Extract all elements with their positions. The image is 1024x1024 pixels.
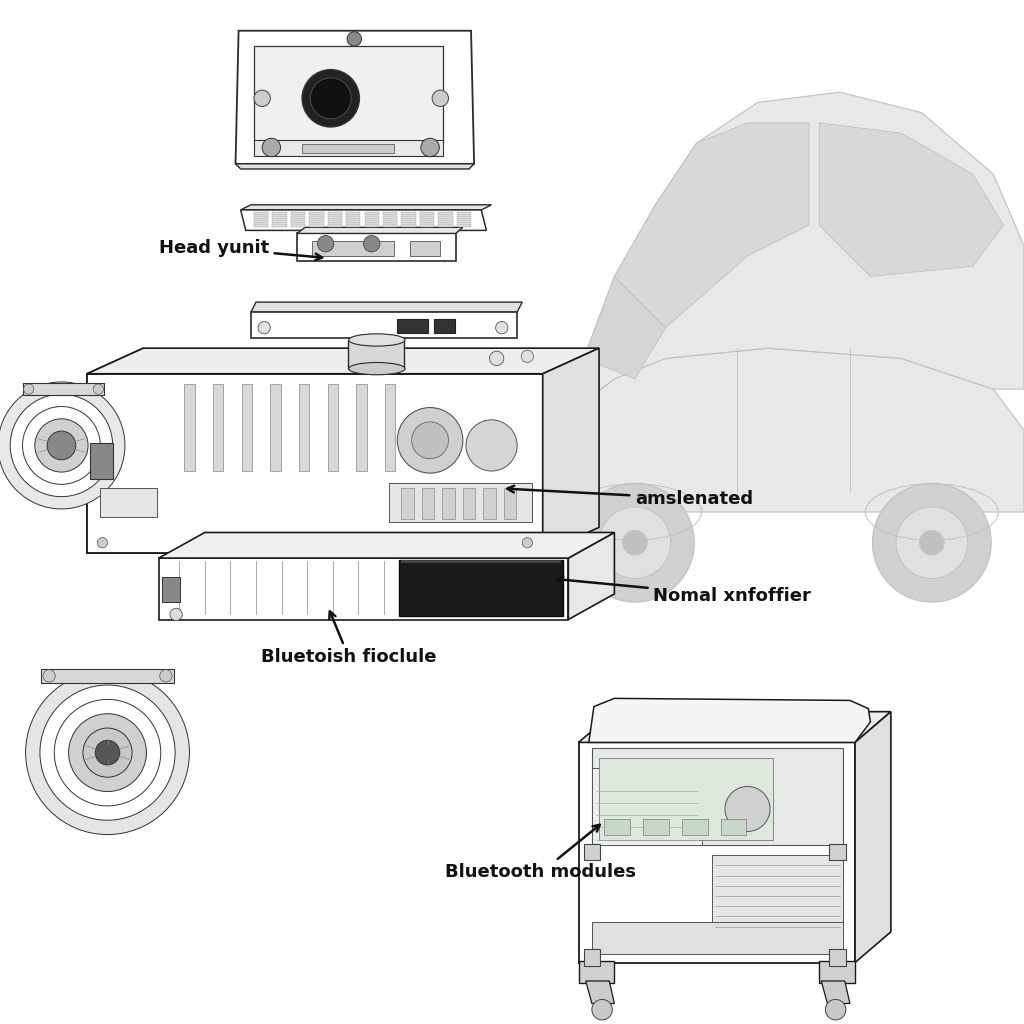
Polygon shape — [241, 210, 486, 230]
FancyBboxPatch shape — [312, 241, 394, 256]
Circle shape — [397, 408, 463, 473]
Polygon shape — [573, 92, 1024, 410]
Circle shape — [83, 728, 132, 777]
FancyBboxPatch shape — [829, 844, 846, 860]
FancyBboxPatch shape — [346, 220, 360, 223]
FancyBboxPatch shape — [302, 144, 394, 153]
FancyBboxPatch shape — [291, 212, 305, 215]
FancyBboxPatch shape — [90, 443, 113, 479]
FancyBboxPatch shape — [420, 224, 434, 227]
Polygon shape — [389, 483, 532, 522]
Polygon shape — [819, 961, 855, 983]
Polygon shape — [819, 123, 1004, 276]
Circle shape — [575, 483, 694, 602]
FancyBboxPatch shape — [643, 819, 669, 835]
FancyBboxPatch shape — [438, 212, 453, 215]
Polygon shape — [399, 560, 563, 616]
Polygon shape — [251, 302, 522, 312]
Polygon shape — [236, 164, 474, 169]
FancyBboxPatch shape — [254, 212, 268, 215]
Text: Bluetoish fioclule: Bluetoish fioclule — [261, 611, 436, 667]
FancyBboxPatch shape — [383, 212, 397, 215]
FancyBboxPatch shape — [41, 669, 174, 683]
FancyBboxPatch shape — [599, 758, 773, 840]
Polygon shape — [87, 348, 599, 374]
Polygon shape — [184, 384, 195, 471]
Circle shape — [40, 685, 175, 820]
FancyBboxPatch shape — [712, 855, 843, 932]
Polygon shape — [586, 981, 614, 1004]
Polygon shape — [159, 532, 614, 558]
Polygon shape — [270, 384, 281, 471]
Circle shape — [254, 90, 270, 106]
FancyBboxPatch shape — [383, 220, 397, 223]
Circle shape — [93, 384, 103, 394]
Text: Head yunit: Head yunit — [159, 239, 323, 260]
FancyBboxPatch shape — [410, 241, 440, 256]
Circle shape — [364, 236, 380, 252]
Circle shape — [421, 138, 439, 157]
Circle shape — [725, 786, 770, 831]
Polygon shape — [579, 961, 614, 983]
FancyBboxPatch shape — [272, 224, 287, 227]
Polygon shape — [579, 712, 891, 742]
FancyBboxPatch shape — [420, 212, 434, 215]
FancyBboxPatch shape — [457, 220, 471, 223]
FancyBboxPatch shape — [365, 216, 379, 219]
Polygon shape — [584, 276, 666, 379]
Circle shape — [496, 322, 508, 334]
Ellipse shape — [348, 362, 406, 375]
Text: Nomal xnfoffier: Nomal xnfoffier — [556, 577, 811, 605]
FancyBboxPatch shape — [457, 212, 471, 215]
Polygon shape — [821, 981, 850, 1004]
FancyBboxPatch shape — [383, 216, 397, 219]
Circle shape — [347, 32, 361, 46]
Circle shape — [432, 90, 449, 106]
FancyBboxPatch shape — [346, 212, 360, 215]
Circle shape — [26, 671, 189, 835]
Polygon shape — [348, 340, 404, 369]
Text: Bluetooth modules: Bluetooth modules — [445, 824, 637, 882]
Circle shape — [10, 394, 113, 497]
Polygon shape — [579, 742, 855, 963]
Polygon shape — [328, 384, 338, 471]
FancyBboxPatch shape — [721, 819, 746, 835]
FancyBboxPatch shape — [434, 319, 455, 333]
FancyBboxPatch shape — [365, 212, 379, 215]
FancyBboxPatch shape — [463, 488, 475, 519]
FancyBboxPatch shape — [254, 140, 443, 156]
Circle shape — [54, 699, 161, 806]
Circle shape — [592, 999, 612, 1020]
FancyBboxPatch shape — [254, 216, 268, 219]
FancyBboxPatch shape — [592, 768, 702, 845]
Polygon shape — [356, 384, 367, 471]
Circle shape — [170, 608, 182, 621]
Circle shape — [95, 740, 120, 765]
Polygon shape — [401, 560, 561, 563]
Polygon shape — [614, 123, 809, 328]
Circle shape — [522, 538, 532, 548]
FancyBboxPatch shape — [346, 224, 360, 227]
Polygon shape — [385, 384, 395, 471]
FancyBboxPatch shape — [401, 220, 416, 223]
Polygon shape — [543, 348, 599, 553]
FancyBboxPatch shape — [420, 216, 434, 219]
Circle shape — [825, 999, 846, 1020]
Circle shape — [302, 70, 359, 127]
Circle shape — [521, 350, 534, 362]
FancyBboxPatch shape — [422, 488, 434, 519]
FancyBboxPatch shape — [272, 220, 287, 223]
Polygon shape — [242, 384, 252, 471]
FancyBboxPatch shape — [457, 224, 471, 227]
FancyBboxPatch shape — [604, 819, 630, 835]
FancyBboxPatch shape — [438, 224, 453, 227]
Circle shape — [97, 538, 108, 548]
FancyBboxPatch shape — [309, 220, 324, 223]
FancyBboxPatch shape — [438, 220, 453, 223]
FancyBboxPatch shape — [401, 216, 416, 219]
FancyBboxPatch shape — [309, 224, 324, 227]
Circle shape — [489, 351, 504, 366]
FancyBboxPatch shape — [365, 220, 379, 223]
FancyBboxPatch shape — [584, 949, 600, 966]
